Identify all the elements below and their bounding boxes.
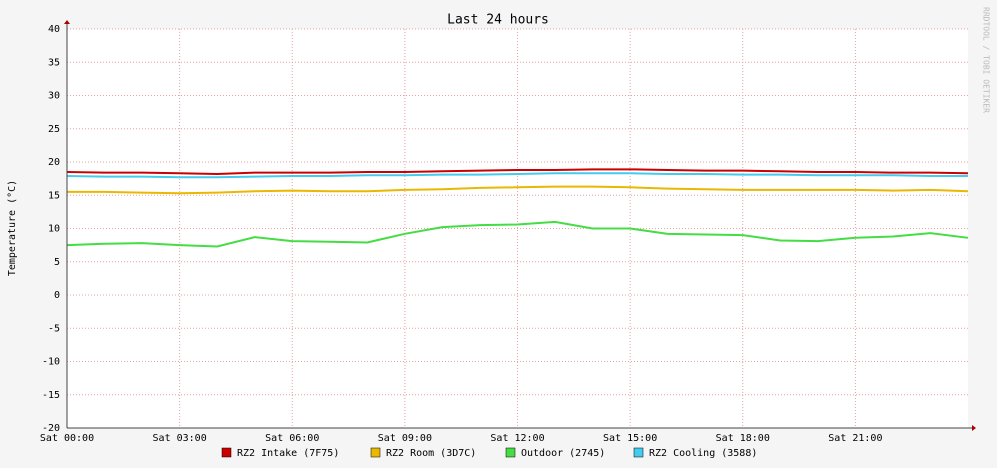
legend-label: RZ2 Cooling (3588) (649, 448, 757, 459)
legend-label: RZ2 Room (3D7C) (386, 448, 476, 459)
y-tick-label: -20 (42, 423, 60, 434)
lines (66, 168, 969, 248)
legend-label: Outdoor (2745) (521, 448, 605, 459)
y-arrow (64, 20, 70, 24)
x-tick-label: Sat 21:00 (828, 433, 882, 444)
x-tick-label: Sat 15:00 (603, 433, 657, 444)
y-tick-label: 30 (48, 91, 60, 102)
series-line (67, 185, 969, 195)
x-tick-label: Sat 09:00 (378, 433, 432, 444)
x-tick-label: Sat 03:00 (153, 433, 207, 444)
y-tick-label: -5 (48, 323, 60, 334)
legend-swatch (370, 447, 381, 458)
x-tick-label: Sat 00:00 (40, 433, 94, 444)
y-tick-label: 15 (48, 190, 60, 201)
y-axis-label: Temperature (°C) (7, 180, 18, 276)
legend-swatch (633, 447, 644, 458)
x-tick-label: Sat 06:00 (265, 433, 319, 444)
x-tick-label: Sat 12:00 (490, 433, 544, 444)
y-tick-label: 10 (48, 224, 60, 235)
y-tick-label: 40 (48, 24, 60, 35)
legend-swatch (221, 447, 232, 458)
y-tick-label: -15 (42, 390, 60, 401)
legend-label: RZ2 Intake (7F75) (237, 448, 339, 459)
y-tick-label: 25 (48, 124, 60, 135)
watermark: RRDTOOL / TOBI OETIKER (982, 7, 991, 113)
chart-title: Last 24 hours (447, 13, 549, 28)
series-line (66, 220, 969, 248)
y-tick-label: 20 (48, 157, 60, 168)
grid (66, 28, 968, 429)
y-tick-label: 35 (48, 57, 60, 68)
series-line (66, 168, 969, 175)
x-tick-label: Sat 18:00 (716, 433, 770, 444)
legend-swatch (505, 447, 516, 458)
y-tick-label: 5 (54, 257, 60, 268)
y-tick-label: -10 (42, 357, 60, 368)
legend: RZ2 Intake (7F75) RZ2 Room (3D7C) Outdoor … (221, 447, 757, 459)
x-arrow (972, 425, 976, 431)
y-tick-label: 0 (54, 290, 60, 301)
series-line (66, 172, 968, 179)
